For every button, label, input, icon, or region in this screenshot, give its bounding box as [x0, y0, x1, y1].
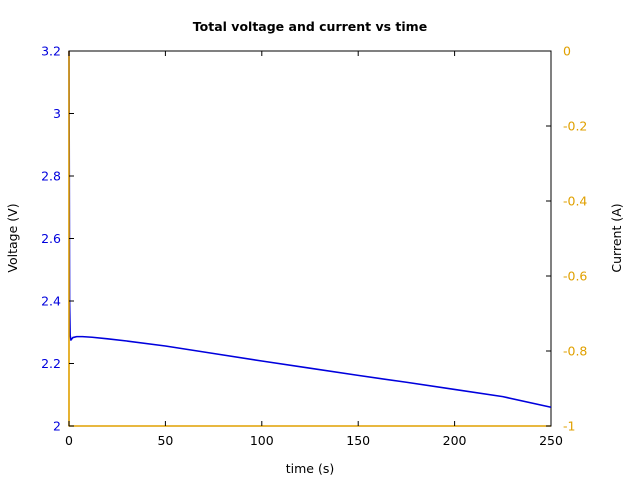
x-tick-label: 100 [250, 433, 274, 448]
series-layer [68, 50, 552, 427]
y-right-tick-label: -0.8 [563, 344, 587, 359]
voltage-series-line [68, 50, 552, 409]
y-left-tick-label: 3 [53, 106, 61, 121]
y-right-tick-label: -0.4 [563, 194, 587, 209]
y-left-tick-label: 2 [53, 419, 61, 434]
y-left-tick-label: 3.2 [41, 44, 61, 59]
y-right-tick-label: -0.6 [563, 269, 587, 284]
ticks-layer: 0 50 100 150 200 250 2 2.2 2.4 2.6 2.8 3 3.2 -1 -0.8 -0… [41, 44, 587, 449]
current-series-line [68, 51, 551, 427]
y-axis-right-label: Current (A) [609, 203, 624, 272]
x-axis-label: time (s) [286, 461, 334, 476]
y-left-tick-label: 2.4 [41, 294, 61, 309]
x-tick-label: 50 [157, 433, 173, 448]
y-left-tick-label: 2.6 [41, 231, 61, 246]
y-right-tick-label: -0.2 [563, 119, 587, 134]
y-axis-left-label: Voltage (V) [5, 203, 20, 272]
x-tick-label: 0 [65, 433, 73, 448]
plot-frame [68, 50, 552, 427]
x-tick-label: 250 [539, 433, 563, 448]
x-tick-label: 200 [443, 433, 467, 448]
y-right-tick-label: -1 [563, 419, 575, 434]
chart-title: Total voltage and current vs time [193, 19, 427, 34]
x-tick-label: 150 [346, 433, 370, 448]
y-left-tick-label: 2.8 [41, 169, 61, 184]
y-right-tick-label: 0 [563, 44, 571, 59]
y-left-tick-label: 2.2 [41, 356, 61, 371]
